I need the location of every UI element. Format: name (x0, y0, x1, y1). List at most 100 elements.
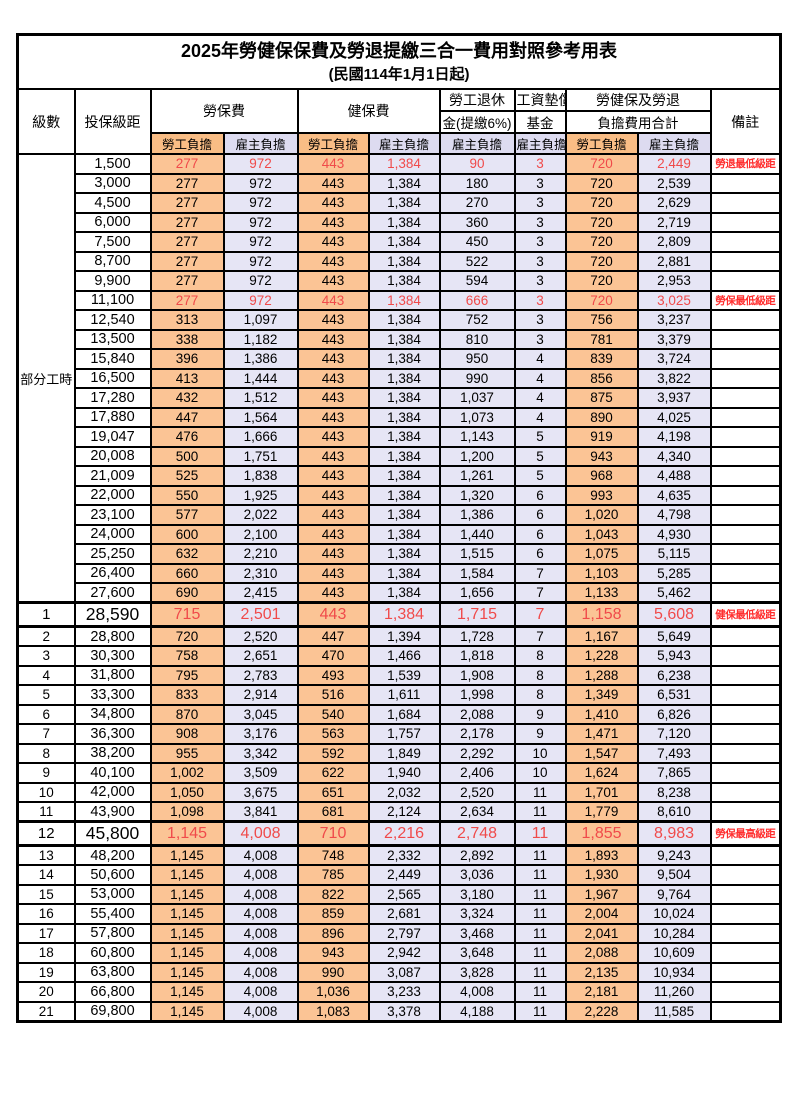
fee-cell: 1,471 (564, 723, 639, 745)
note-cell (709, 801, 782, 823)
fee-cell: 943 (296, 942, 370, 964)
fee-cell: 594 (438, 270, 516, 292)
fee-cell: 360 (438, 211, 516, 233)
fee-cell: 7,120 (636, 723, 712, 745)
fee-cell: 4,798 (636, 504, 712, 526)
fee-cell: 2,809 (636, 231, 712, 253)
fee-cell: 2,783 (222, 664, 299, 686)
fee-cell: 8,238 (636, 781, 712, 803)
level-group-label: 部分工時 (16, 153, 76, 604)
fee-cell: 5,462 (636, 582, 712, 604)
fee-cell: 972 (222, 289, 299, 311)
fee-cell: 1,751 (222, 445, 299, 467)
fee-cell: 3,675 (222, 781, 299, 803)
fee-cell: 7,493 (636, 742, 712, 764)
table-row: 9 40,100 1,002 3,509 622 1,940 2,406 10 1,624 7,8… (16, 762, 782, 784)
note-cell (709, 445, 782, 467)
title-block: 2025年勞健保保費及勞退提繳三合一費用對照參考用表 (民國114年1月1日起) (16, 33, 782, 90)
note-cell (709, 742, 782, 764)
fee-cell: 277 (149, 270, 225, 292)
fee-cell: 1,103 (564, 562, 639, 584)
fee-cell: 3,822 (636, 367, 712, 389)
note-cell (709, 942, 782, 964)
fee-cell: 1,539 (367, 664, 441, 686)
fee-cell: 1,320 (438, 484, 516, 506)
fee-cell: 943 (564, 445, 639, 467)
table-row: 3 30,300 758 2,651 470 1,466 1,818 8 1,228 5,943 (16, 645, 782, 667)
fee-cell: 3,233 (367, 981, 441, 1003)
fee-cell: 1,384 (367, 387, 441, 409)
salary-bracket-cell: 43,900 (73, 801, 152, 823)
fee-cell: 2,210 (222, 543, 299, 565)
fee-cell: 4,008 (222, 981, 299, 1003)
fee-cell: 3,025 (636, 289, 712, 311)
note-cell (709, 883, 782, 905)
note-cell (709, 703, 782, 725)
fee-cell: 592 (296, 742, 370, 764)
fee-cell: 2,953 (636, 270, 712, 292)
note-cell (709, 270, 782, 292)
fee-cell: 3 (513, 250, 567, 272)
fee-cell: 1,098 (149, 801, 225, 823)
fee-cell: 277 (149, 289, 225, 311)
fee-cell: 4,025 (636, 406, 712, 428)
fee-cell: 11 (513, 820, 567, 847)
fee-cell: 577 (149, 504, 225, 526)
fee-cell: 338 (149, 328, 225, 350)
fee-cell: 1,930 (564, 864, 639, 886)
note-cell (709, 981, 782, 1003)
fee-cell: 6 (513, 523, 567, 545)
salary-bracket-cell: 27,600 (73, 582, 152, 604)
fee-cell: 600 (149, 523, 225, 545)
col-header-wage-fund-line1: 工資墊償 (513, 88, 567, 112)
fee-cell: 2,088 (438, 703, 516, 725)
fee-cell: 1,020 (564, 504, 639, 526)
fee-cell: 4,008 (222, 844, 299, 866)
col-header-pension-line2: 金(提繳6%) (438, 110, 516, 134)
table-row: 13 48,200 1,145 4,008 748 2,332 2,892 11 1,893 9,… (16, 844, 782, 866)
col-header-labor-insurance: 勞保費 (149, 88, 299, 134)
salary-bracket-cell: 69,800 (73, 1000, 152, 1022)
fee-cell: 4,930 (636, 523, 712, 545)
table-row: 6,000 277 972 443 1,384 360 3 720 2,719 (18, 211, 782, 233)
note-cell (709, 484, 782, 506)
fee-cell: 277 (149, 192, 225, 214)
table-row: 4,500 277 972 443 1,384 270 3 720 2,629 (18, 192, 782, 214)
col-header-total-line1: 勞健保及勞退 (564, 88, 712, 112)
fee-cell: 1,384 (367, 211, 441, 233)
fee-cell: 2,681 (367, 903, 441, 925)
premium-table: 2025年勞健保保費及勞退提繳三合一費用對照參考用表 (民國114年1月1日起)… (16, 33, 783, 1023)
table-row: 19 63,800 1,145 4,008 990 3,087 3,828 11 2,135 10… (16, 961, 782, 983)
fee-cell: 720 (564, 231, 639, 253)
subheader-total-employer: 雇主負擔 (636, 132, 712, 155)
header-row-1: 級數 投保級距 勞保費 健保費 勞工退休 工資墊償 勞健保及勞退 備註 (16, 88, 782, 155)
fee-cell: 1,394 (367, 625, 441, 647)
fee-cell: 8,983 (636, 820, 712, 847)
note-cell (709, 387, 782, 409)
fee-cell: 9 (513, 723, 567, 745)
fee-cell: 1,384 (367, 543, 441, 565)
fee-cell: 500 (149, 445, 225, 467)
level-cell: 7 (16, 723, 76, 745)
fee-cell: 4 (513, 367, 567, 389)
fee-cell: 11 (513, 883, 567, 905)
page-subtitle: (民國114年1月1日起) (328, 66, 470, 83)
fee-cell: 4,635 (636, 484, 712, 506)
fee-cell: 396 (149, 348, 225, 370)
fee-cell: 11 (513, 903, 567, 925)
fee-cell: 1,715 (438, 601, 516, 628)
fee-cell: 1,182 (222, 328, 299, 350)
fee-cell: 443 (296, 289, 370, 311)
fee-cell: 833 (149, 684, 225, 706)
fee-cell: 1,043 (564, 523, 639, 545)
fee-cell: 972 (222, 231, 299, 253)
fee-cell: 1,940 (367, 762, 441, 784)
fee-cell: 11,585 (636, 1000, 712, 1022)
fee-cell: 447 (149, 406, 225, 428)
fee-cell: 2,041 (564, 922, 639, 944)
fee-cell: 2,135 (564, 961, 639, 983)
note-cell: 健保最低級距 (709, 601, 782, 628)
fee-cell: 525 (149, 465, 225, 487)
level-cell: 20 (16, 981, 76, 1003)
level-cell: 19 (16, 961, 76, 983)
